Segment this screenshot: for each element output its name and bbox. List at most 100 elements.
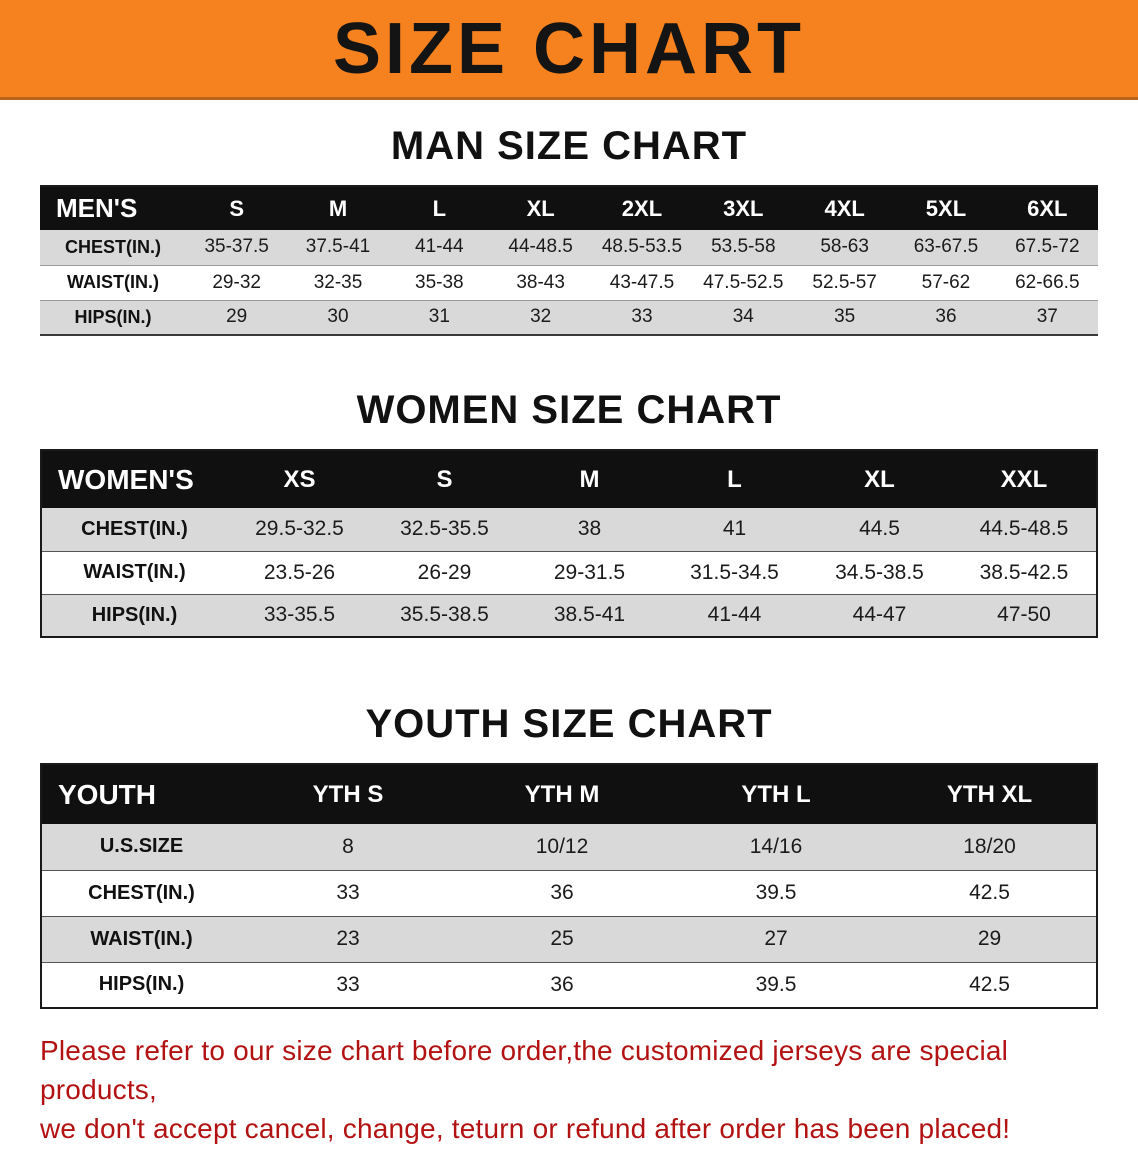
size-column-header: 4XL [824, 195, 865, 221]
size-column-header: YTH M [524, 780, 600, 808]
title-banner: SIZE CHART [0, 0, 1138, 100]
measurement-label: U.S.SIZE [99, 835, 184, 858]
size-value-cell: 58-63 [820, 236, 869, 258]
size-value-cell: 32.5-35.5 [400, 517, 489, 541]
size-value-cell: 33 [336, 881, 360, 904]
women-size-section: WOMEN SIZE CHART WOMEN'S XS S M L XL XXL CHEST… [0, 388, 1138, 638]
men-table-wrap: MEN'S S M L XL 2XL 3XL 4XL 5XL 6XL CHEST(IN.) 35-3… [0, 185, 1138, 336]
size-column-header: S [436, 465, 453, 493]
measurement-label: WAIST(IN.) [67, 272, 159, 292]
size-value-cell: 36 [550, 881, 574, 904]
size-column-header: XXL [1000, 465, 1048, 493]
size-value-cell: 36 [550, 972, 574, 996]
size-column-header: YTH L [741, 780, 811, 808]
size-value-cell: 34.5-38.5 [835, 560, 924, 584]
measurement-label: CHEST(IN.) [88, 881, 195, 904]
youth-table-wrap: YOUTH YTH S YTH M YTH L YTH XL U.S.SIZE 8 10/1… [0, 763, 1138, 1009]
size-value-cell: 32 [530, 306, 552, 328]
measurement-label: CHEST(IN.) [65, 236, 161, 257]
size-value-cell: 35-37.5 [204, 236, 269, 258]
size-value-cell: 47-50 [997, 603, 1051, 627]
size-value-cell: 52.5-57 [812, 271, 877, 293]
size-column-header: L [727, 465, 742, 493]
size-value-cell: 44-48.5 [508, 236, 573, 258]
table-corner-label: MEN'S [56, 193, 138, 223]
table-row: U.S.SIZE 8 10/12 14/16 18/20 [41, 824, 1097, 870]
size-value-cell: 10/12 [535, 834, 589, 858]
table-row: CHEST(IN.) 33 36 39.5 42.5 [41, 870, 1097, 916]
table-row: HIPS(IN.) 33 36 39.5 42.5 [41, 962, 1097, 1008]
measurement-label: WAIST(IN.) [83, 561, 186, 583]
size-value-cell: 37.5-41 [305, 236, 371, 258]
size-column-header: XL [526, 195, 555, 221]
size-value-cell: 42.5 [969, 881, 1010, 904]
size-value-cell: 38.5-41 [553, 603, 626, 627]
section-heading-youth: YOUTH SIZE CHART [365, 702, 773, 746]
section-heading-women: WOMEN SIZE CHART [356, 388, 782, 432]
size-value-cell: 26-29 [417, 560, 472, 584]
youth-size-table: YOUTH YTH S YTH M YTH L YTH XL U.S.SIZE 8 10/1… [40, 763, 1098, 1009]
size-value-cell: 43-47.5 [609, 271, 675, 293]
size-column-header: YTH XL [946, 780, 1033, 808]
size-value-cell: 38.5-42.5 [979, 560, 1069, 584]
table-header-row: WOMEN'S XS S M L XL XXL [41, 450, 1097, 508]
table-row: CHEST(IN.) 35-37.5 37.5-41 41-44 44-48.5 48.5… [40, 230, 1098, 265]
page-title: SIZE CHART [333, 8, 805, 89]
size-value-cell: 53.5-58 [711, 236, 776, 258]
size-value-cell: 27 [764, 927, 788, 950]
size-value-cell: 44.5 [859, 517, 900, 541]
women-size-table: WOMEN'S XS S M L XL XXL CHEST(IN.) 29.5-32.5 32.… [40, 449, 1098, 638]
table-row: WAIST(IN.) 29-32 32-35 35-38 38-43 43-47.5 47.… [40, 265, 1098, 300]
size-value-cell: 38 [577, 517, 602, 541]
size-value-cell: 35 [834, 306, 856, 328]
size-value-cell: 67.5-72 [1015, 236, 1080, 258]
size-value-cell: 62-66.5 [1015, 271, 1080, 293]
size-column-header: L [432, 195, 447, 221]
size-value-cell: 18/20 [963, 834, 1016, 858]
size-value-cell: 29-32 [212, 271, 261, 293]
size-value-cell: 31.5-34.5 [690, 560, 779, 584]
size-value-cell: 35.5-38.5 [400, 603, 489, 627]
size-value-cell: 42.5 [969, 972, 1010, 996]
table-header-row: MEN'S S M L XL 2XL 3XL 4XL 5XL 6XL [40, 186, 1098, 230]
measurement-label: HIPS(IN.) [74, 306, 152, 327]
youth-size-section: YOUTH SIZE CHART YOUTH YTH S YTH M YTH L YTH… [0, 702, 1138, 1009]
size-value-cell: 8 [342, 834, 354, 858]
size-value-cell: 41-44 [707, 603, 762, 627]
men-size-section: MAN SIZE CHART MEN'S S M L XL 2XL 3XL 4XL 5XL 6XL… [0, 124, 1138, 336]
size-column-header: XL [864, 465, 895, 493]
table-corner-label: WOMEN'S [58, 463, 194, 495]
table-header-row: YOUTH YTH S YTH M YTH L YTH XL [41, 764, 1097, 824]
size-value-cell: 29 [226, 306, 248, 328]
size-column-header: 5XL [925, 195, 967, 221]
measurement-label: CHEST(IN.) [81, 517, 188, 540]
disclaimer-line-1: Please refer to our size chart before or… [40, 1035, 1009, 1106]
disclaimer: Please refer to our size chart before or… [0, 1031, 1138, 1149]
table-row: HIPS(IN.) 29 30 31 32 33 34 35 36 37 [40, 300, 1098, 335]
table-row: WAIST(IN.) 23 25 27 29 [41, 916, 1097, 962]
size-chart-content: MAN SIZE CHART MEN'S S M L XL 2XL 3XL 4XL 5XL 6XL… [0, 124, 1138, 1009]
measurement-label: WAIST(IN.) [90, 927, 193, 950]
size-value-cell: 57-62 [921, 271, 971, 293]
size-value-cell: 25 [550, 927, 574, 950]
size-value-cell: 39.5 [755, 881, 797, 904]
size-column-header: 3XL [723, 195, 764, 221]
size-value-cell: 33 [336, 972, 360, 996]
men-size-table: MEN'S S M L XL 2XL 3XL 4XL 5XL 6XL CHEST(IN.) 35-3… [40, 185, 1098, 336]
size-column-header: M [579, 465, 600, 493]
size-value-cell: 38-43 [516, 271, 565, 293]
size-value-cell: 41-44 [415, 236, 464, 258]
size-value-cell: 37 [1036, 306, 1058, 328]
size-column-header: M [328, 195, 348, 221]
size-value-cell: 34 [732, 306, 754, 328]
size-value-cell: 23.5-26 [263, 560, 336, 584]
size-value-cell: 41 [722, 517, 747, 541]
size-value-cell: 33-35.5 [263, 603, 336, 627]
size-value-cell: 44-47 [852, 603, 907, 627]
table-row: CHEST(IN.) 29.5-32.5 32.5-35.5 38 41 44.5 44.5… [41, 508, 1097, 551]
measurement-label: HIPS(IN.) [91, 603, 178, 626]
size-value-cell: 33 [631, 306, 653, 328]
size-column-header: 6XL [1027, 195, 1068, 221]
size-value-cell: 31 [428, 306, 450, 328]
size-column-header: XS [283, 465, 316, 493]
